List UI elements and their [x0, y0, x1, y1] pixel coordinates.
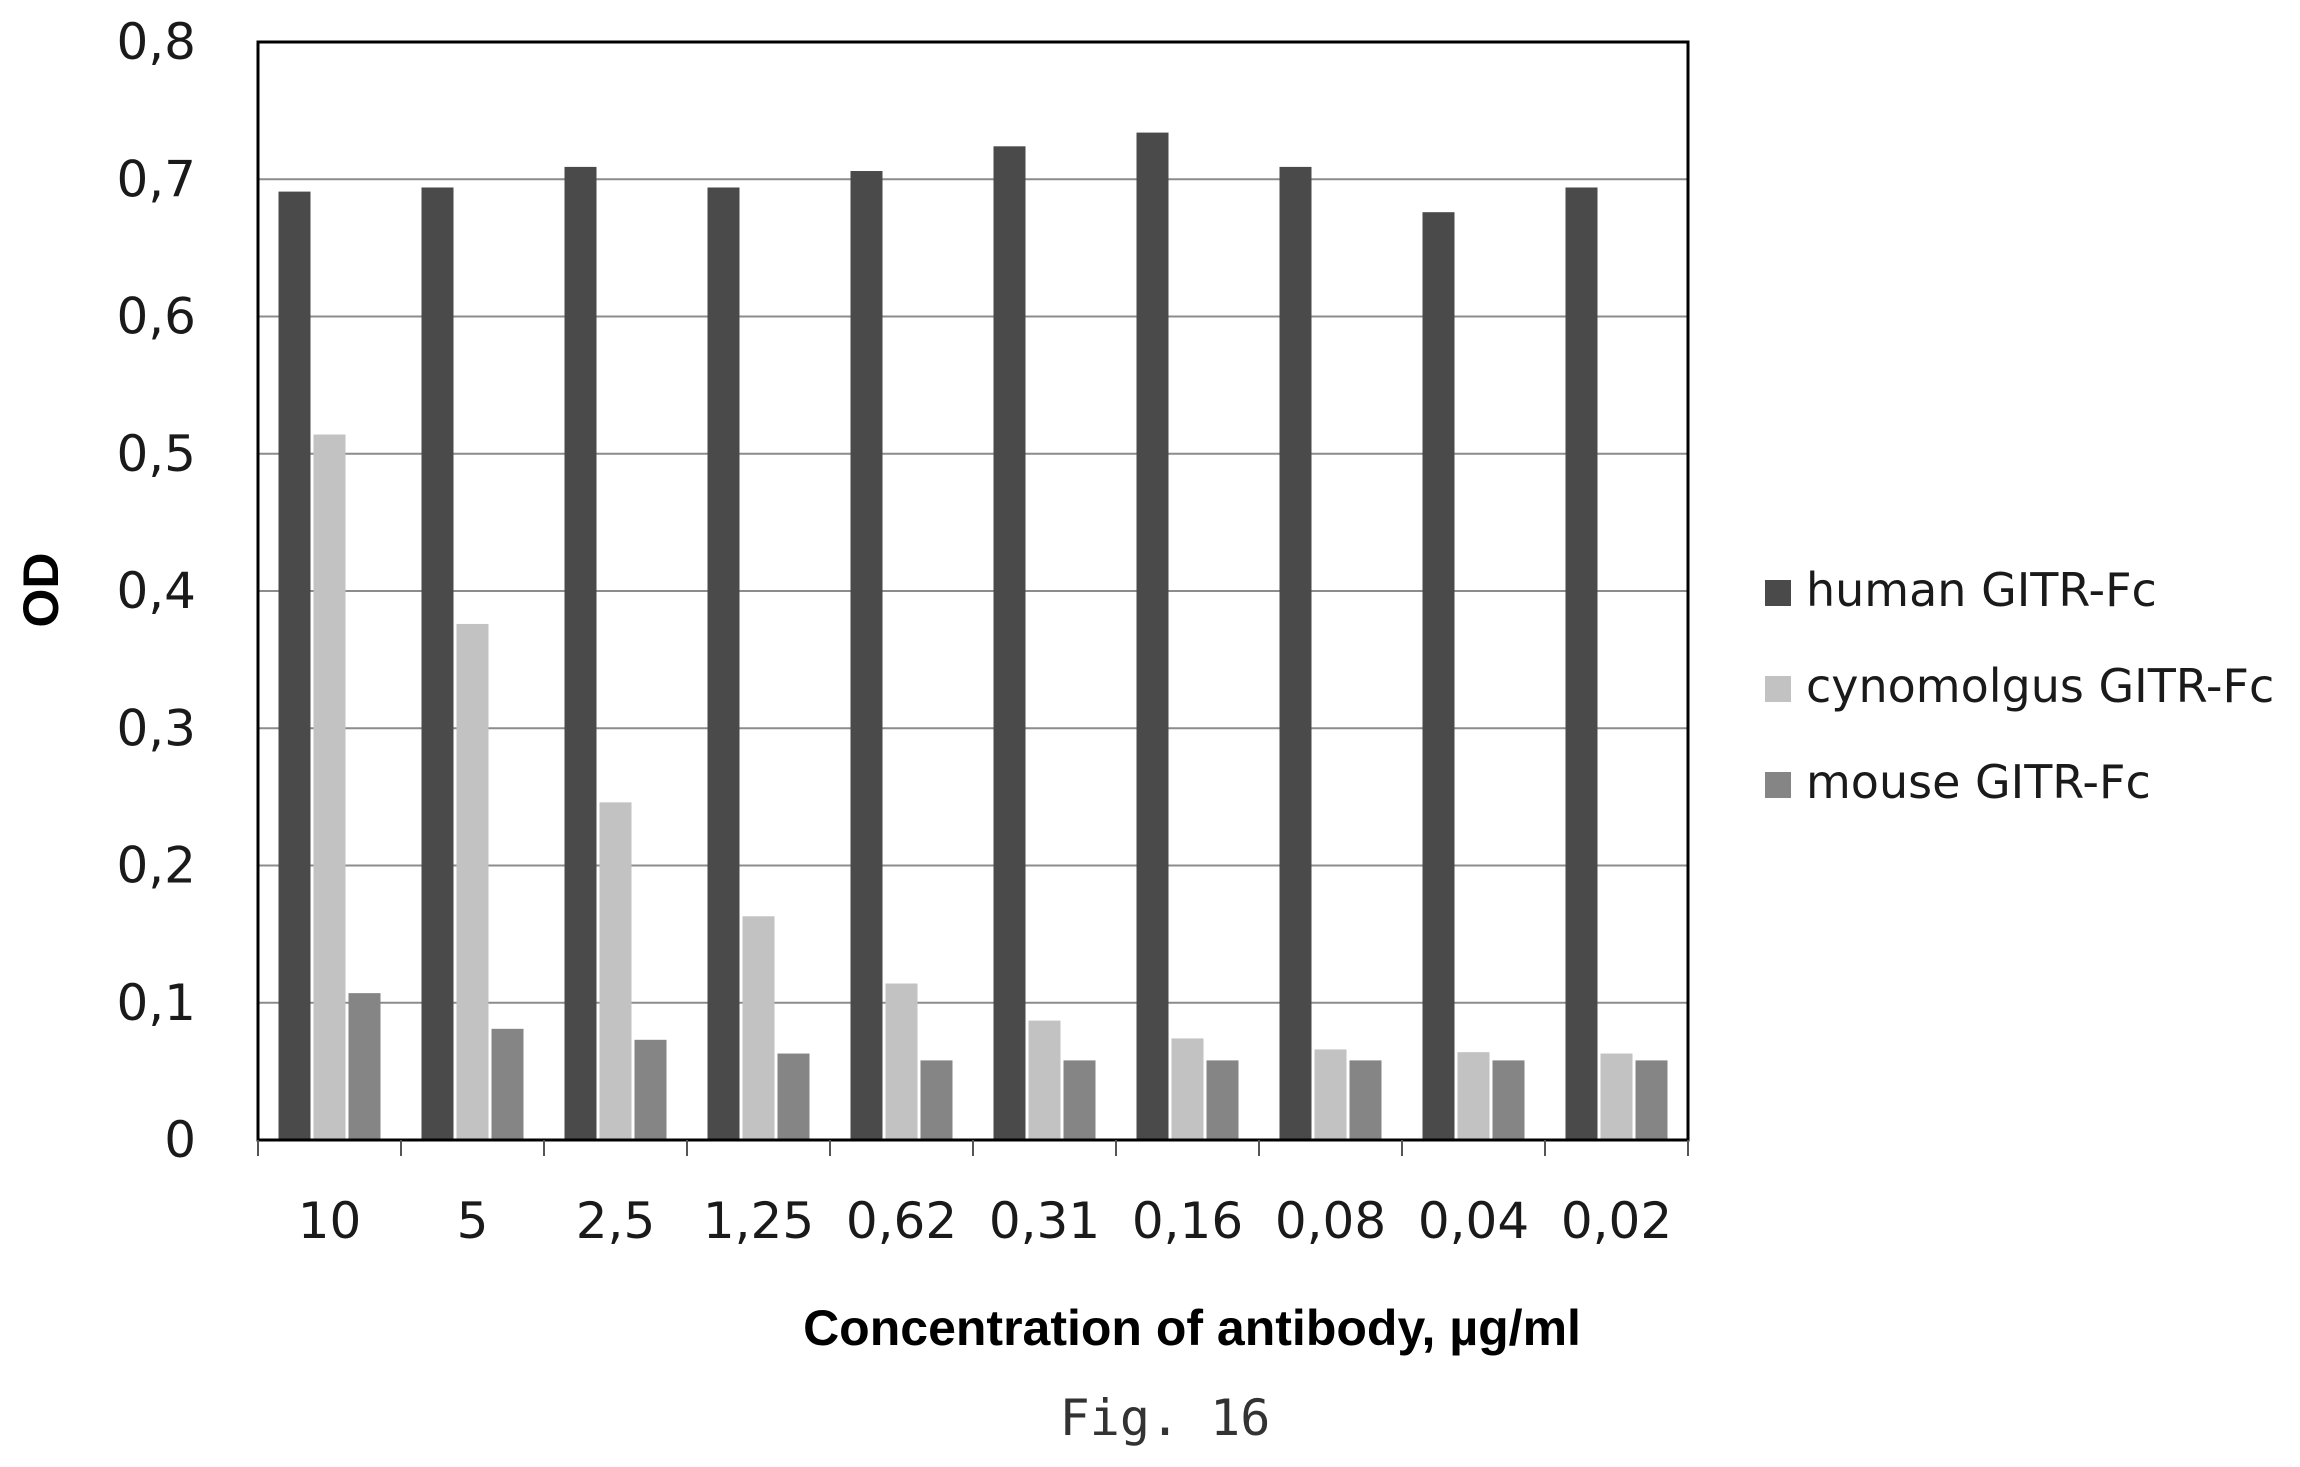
bar-human	[1279, 166, 1312, 1140]
legend-swatch	[1765, 676, 1791, 702]
bar-cynomolgus	[1457, 1052, 1490, 1140]
y-tick-label: 0,5	[116, 425, 196, 483]
x-tick-label: 0,62	[846, 1192, 957, 1250]
bar-mouse	[634, 1039, 667, 1140]
x-tick-label: 0,31	[989, 1192, 1100, 1250]
y-tick-label: 0,3	[116, 699, 196, 757]
bar-human	[1565, 187, 1598, 1141]
bar-mouse	[348, 993, 381, 1140]
legend-swatch	[1765, 580, 1791, 606]
bar-human	[1422, 212, 1455, 1140]
bar-human	[707, 187, 740, 1141]
y-axis-title: OD	[13, 553, 69, 628]
bar-mouse	[1349, 1060, 1382, 1140]
y-axis-tick-labels: 0 0,1 0,2 0,3 0,4 0,5 0,6 0,7 0,8	[116, 13, 196, 1169]
legend-label: cynomolgus GITR-Fc	[1806, 659, 2274, 713]
bar-cynomolgus	[1314, 1049, 1347, 1140]
legend-swatch	[1765, 772, 1791, 798]
legend-label: human GITR-Fc	[1806, 563, 2157, 617]
bar-cynomolgus	[742, 916, 775, 1140]
bar-mouse	[1635, 1060, 1668, 1140]
bar-human	[421, 187, 454, 1141]
y-tick-label: 0,8	[116, 13, 196, 71]
legend-label: mouse GITR-Fc	[1806, 755, 2151, 809]
bar-mouse	[1492, 1060, 1525, 1140]
x-tick-label: 1,25	[703, 1192, 814, 1250]
x-tick-label: 2,5	[576, 1192, 656, 1250]
x-axis-tick-labels: 10 5 2,5 1,25 0,62 0,31 0,16 0,08 0,04 0,02	[298, 1192, 1672, 1250]
bar-cynomolgus	[456, 623, 489, 1140]
bar-cynomolgus	[1171, 1038, 1204, 1140]
y-tick-label: 0	[164, 1111, 196, 1169]
legend: human GITR-Fc cynomolgus GITR-Fc mouse GIT…	[1765, 563, 2274, 809]
bar-human	[564, 166, 597, 1140]
bars	[278, 132, 1668, 1141]
bar-mouse	[1206, 1060, 1239, 1140]
x-axis	[257, 1138, 1689, 1156]
bar-cynomolgus	[885, 983, 918, 1140]
x-tick-label: 0,02	[1561, 1192, 1672, 1250]
bar-cynomolgus	[1600, 1053, 1633, 1140]
bar-mouse	[1063, 1060, 1096, 1140]
y-tick-label: 0,6	[116, 288, 196, 346]
bar-cynomolgus	[313, 434, 346, 1140]
x-tick-label: 0,16	[1132, 1192, 1243, 1250]
figure-caption: Fig. 16	[1060, 1389, 1271, 1447]
bar-human	[993, 146, 1026, 1140]
y-tick-label: 0,4	[116, 562, 196, 620]
bar-mouse	[777, 1053, 810, 1140]
bar-cynomolgus	[1028, 1020, 1061, 1140]
x-tick-label: 5	[457, 1192, 489, 1250]
y-tick-label: 0,1	[116, 974, 196, 1032]
y-tick-label: 0,7	[116, 150, 196, 208]
bar-human	[1136, 132, 1169, 1140]
x-tick-label: 0,08	[1275, 1192, 1386, 1250]
bar-human	[850, 171, 883, 1140]
x-tick-label: 0,04	[1418, 1192, 1529, 1250]
bar-mouse	[920, 1060, 953, 1140]
bar-mouse	[491, 1028, 524, 1140]
x-tick-label: 10	[298, 1192, 362, 1250]
bar-cynomolgus	[599, 802, 632, 1140]
bar-human	[278, 191, 311, 1141]
y-tick-label: 0,2	[116, 837, 196, 895]
x-axis-title: Concentration of antibody, µg/ml	[803, 1300, 1581, 1356]
